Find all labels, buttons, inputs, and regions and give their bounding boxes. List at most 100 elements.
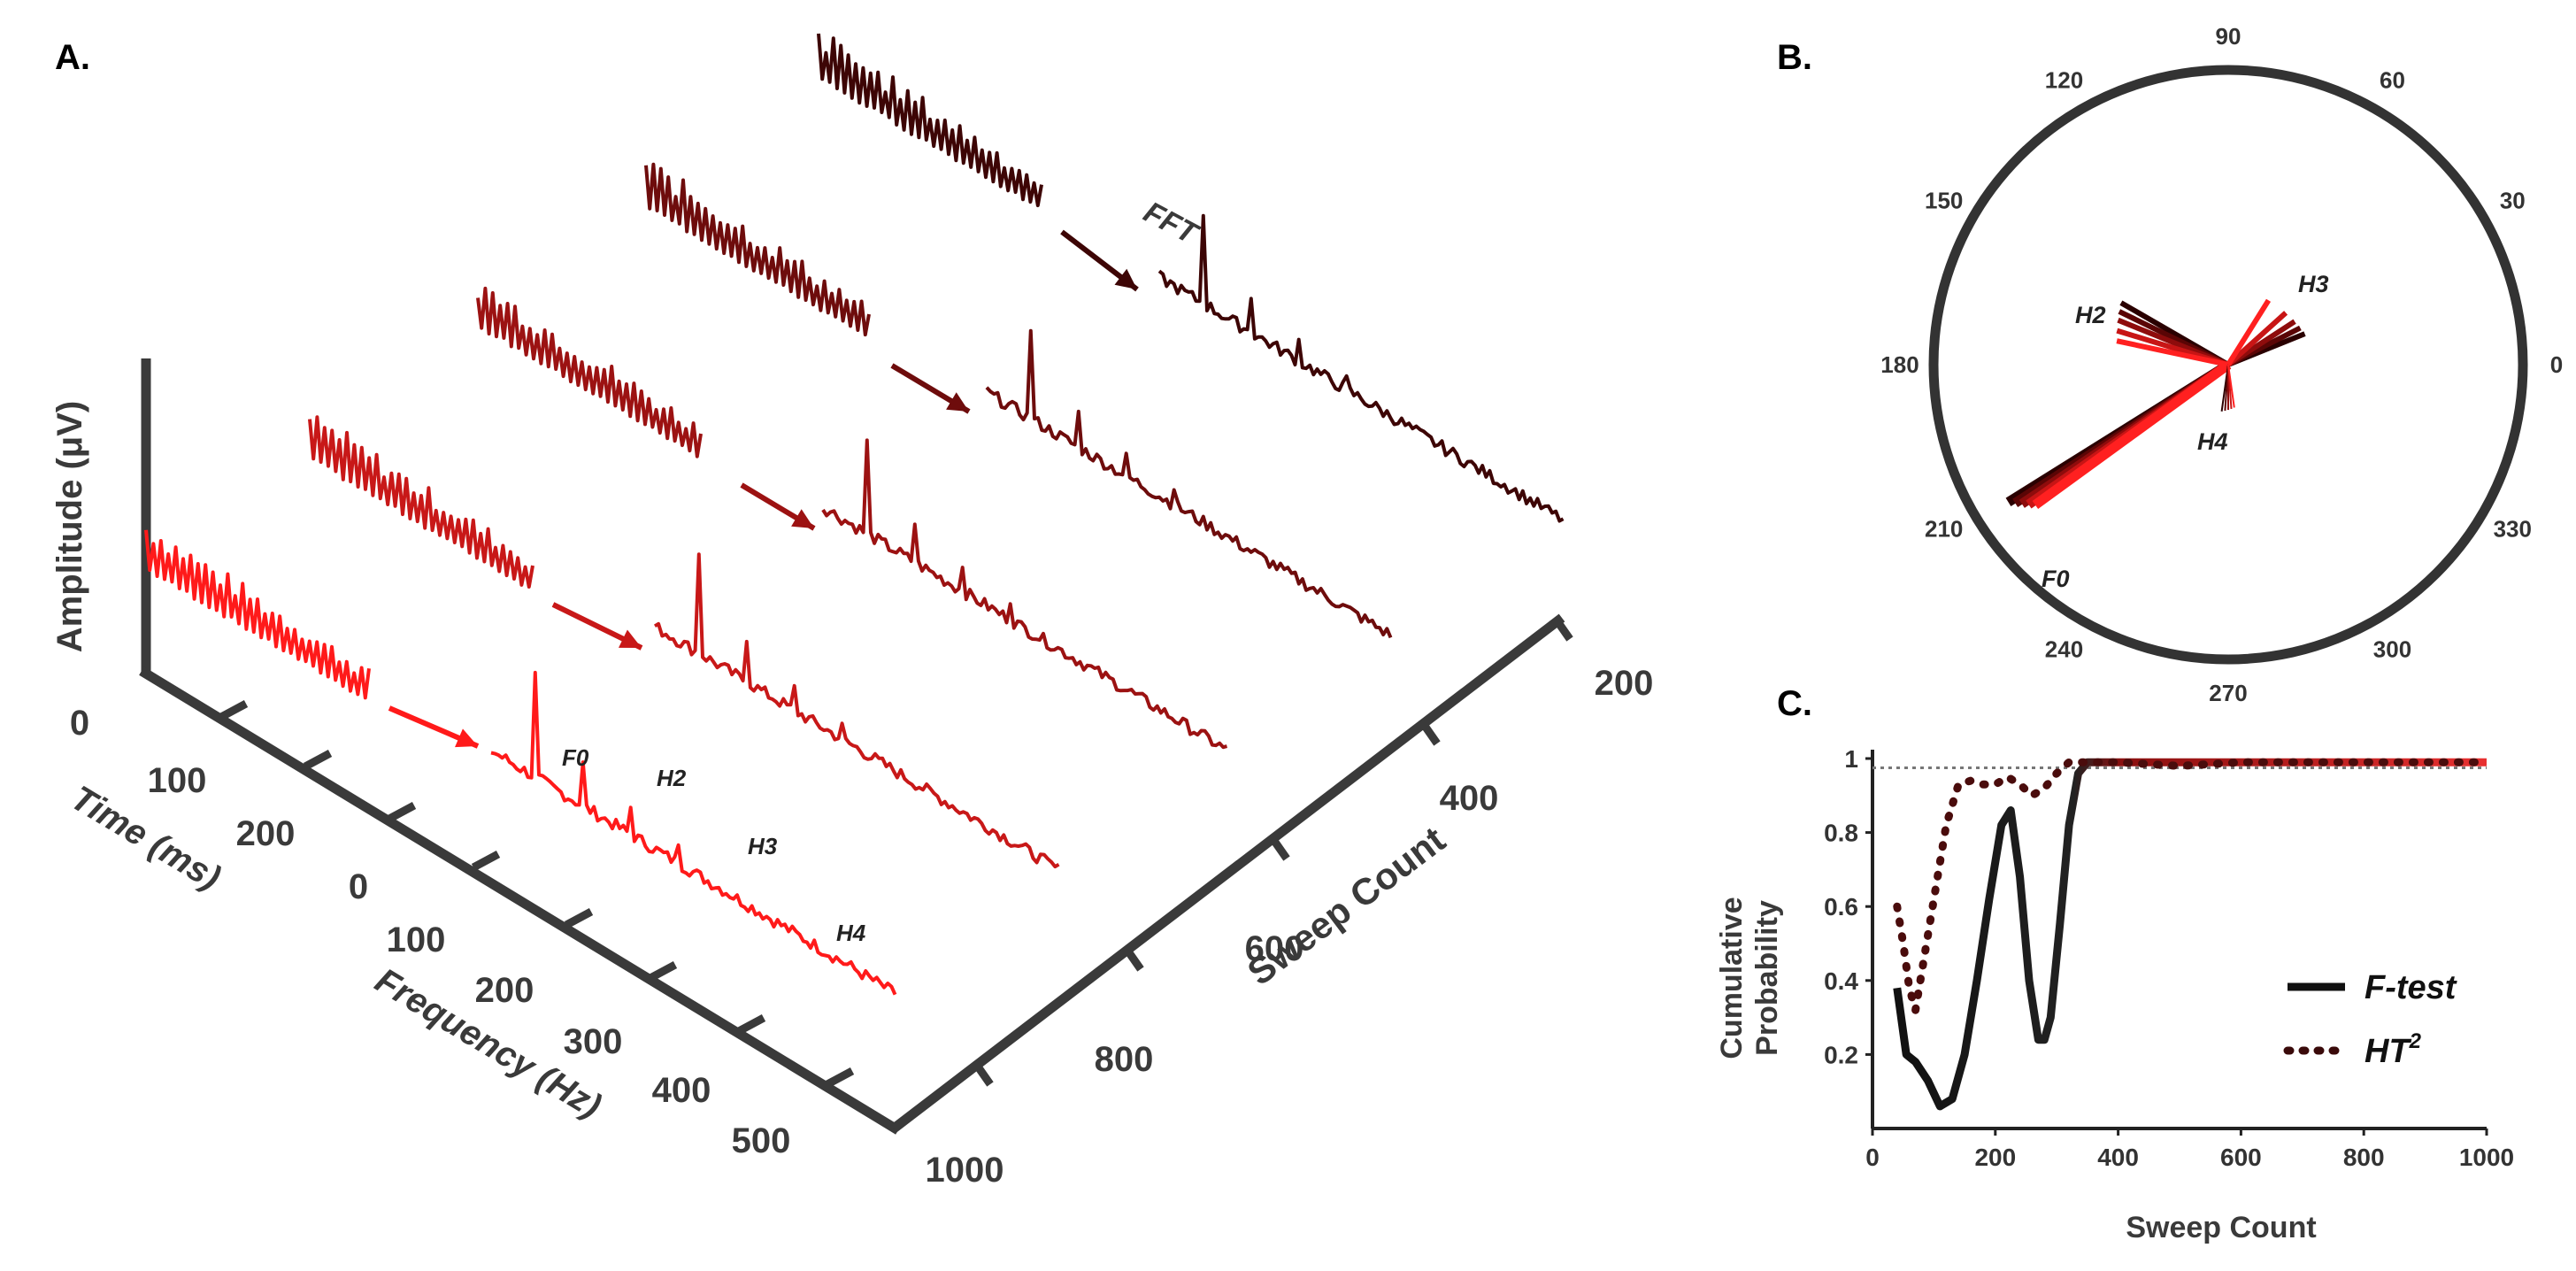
waveform-traces <box>144 33 1565 996</box>
f0-label: F0 <box>562 744 589 771</box>
polar-angle-label: 210 <box>1925 516 1963 543</box>
amplitude-label: Amplitude (μV) <box>50 401 89 652</box>
sweep-tick <box>1554 619 1573 642</box>
polar-h2-label: H2 <box>2075 302 2106 328</box>
polar-vector-H3 <box>2226 298 2272 366</box>
sweep-tick <box>1125 949 1144 972</box>
time-waveform-sweep-800 <box>308 415 534 589</box>
polar-vector-H2 <box>2116 338 2229 367</box>
legend-ftest-label: F-test <box>2365 969 2457 1006</box>
sweep-tick-label: 200 <box>1595 664 1654 703</box>
c-ylabel-line1: Cumulative <box>1715 897 1749 1059</box>
sweep-tick <box>974 1064 994 1087</box>
c-series <box>1893 758 2491 1111</box>
frequency-tick-label: 500 <box>732 1121 791 1160</box>
c-x-tick-label: 800 <box>2343 1144 2385 1171</box>
polar-angle-label: 300 <box>2373 636 2411 662</box>
panel-a-label: A. <box>55 38 90 77</box>
time-freq-tick <box>219 700 249 720</box>
frequency-tick-label: 300 <box>564 1022 623 1061</box>
fft-label: FFT <box>1138 196 1205 252</box>
frequency-tick-label: 400 <box>652 1071 711 1110</box>
time-freq-tick <box>303 750 333 770</box>
c-x-tick-label: 200 <box>1974 1144 2016 1171</box>
fft-arrow-head-sweep-400 <box>946 392 969 412</box>
h2-label: H2 <box>657 765 687 791</box>
frequency-axis <box>139 666 901 1135</box>
polar-angle-label: 0 <box>2550 351 2563 378</box>
legend-ht2-sup: 2 <box>2409 1029 2422 1053</box>
time-freq-tick <box>387 802 417 822</box>
fft-arrow-head-sweep-800 <box>619 629 642 648</box>
time-freq-tick <box>736 1014 766 1035</box>
spectrum-sweep-200 <box>1157 213 1565 523</box>
polar-angle-label: 180 <box>1880 351 1919 378</box>
polar-f0-label: F0 <box>2042 566 2070 592</box>
sweep-tick-label: 800 <box>1095 1040 1154 1079</box>
sweep-axis <box>890 613 1565 1133</box>
frequency-tick-label: 200 <box>475 971 534 1010</box>
panel-b: B. 0 30 60 90 120 150 180 210 240 270 300 330 F0 H2… <box>1777 23 2563 706</box>
spectrum-sweep-1000 <box>490 670 897 996</box>
time-freq-tick <box>825 1067 855 1088</box>
fft-arrow-head-sweep-1000 <box>455 728 478 748</box>
c-y-tick-label: 0.2 <box>1824 1041 1858 1068</box>
fft-arrow-head-sweep-600 <box>791 509 814 528</box>
sweep-tick-label: 400 <box>1440 779 1499 818</box>
c-xlabel: Sweep Count <box>2126 1211 2316 1244</box>
c-y-tick-label: 0.4 <box>1824 967 1858 995</box>
polar-angle-label: 90 <box>2216 23 2242 50</box>
spectrum-sweep-400 <box>985 328 1393 639</box>
c-y-tick-label: 0.8 <box>1824 820 1858 847</box>
time-freq-tick <box>471 851 501 871</box>
time-waveform-sweep-400 <box>644 162 871 337</box>
panel-c: C. Cumulative Probability Sweep Count 0.… <box>1715 684 2514 1244</box>
polar-vector-H3 <box>2226 311 2288 367</box>
fft-arrow-head-sweep-200 <box>1114 268 1137 289</box>
polar-vector-F0 <box>2032 360 2232 509</box>
legend-ht2-base: HT <box>2365 1033 2411 1070</box>
time-waveform-sweep-1000 <box>144 529 371 700</box>
polar-angle-label: 120 <box>2045 67 2083 94</box>
spectrum-sweep-600 <box>821 438 1228 750</box>
time-tick-label: 0 <box>70 704 89 743</box>
polar-circle <box>1928 65 2528 665</box>
c-x-tick-label: 400 <box>2097 1144 2139 1171</box>
frequency-tick-label: 0 <box>349 867 368 906</box>
c-y-tick-label: 0.6 <box>1824 893 1858 921</box>
polar-h3-label: H3 <box>2298 271 2329 297</box>
c-x-tick-label: 0 <box>1865 1144 1880 1171</box>
panel-a: A. Amplitude (μV) Time (ms) Frequency (H… <box>50 33 1654 1190</box>
polar-angle-label: 60 <box>2380 67 2405 94</box>
frequency-tick-label: 100 <box>387 921 446 959</box>
polar-angle-label: 330 <box>2494 516 2532 543</box>
panel-a-ticks <box>219 619 1573 1088</box>
series-HT2 <box>1893 758 2491 1012</box>
polar-h4-label: H4 <box>2197 428 2228 455</box>
panel-b-label: B. <box>1777 38 1812 77</box>
polar-angle-labels: 0 30 60 90 120 150 180 210 240 270 300 330 <box>1880 23 2563 706</box>
time-freq-tick <box>564 908 594 928</box>
h3-label: H3 <box>748 833 778 859</box>
sweep-tick <box>1421 723 1441 746</box>
time-tick-label: 100 <box>148 761 207 800</box>
c-axes: 0.2 0.4 0.6 0.8 1 0 200 400 600 800 1000 <box>1824 745 2514 1171</box>
polar-angle-label: 150 <box>1925 188 1963 214</box>
polar-angle-label: 240 <box>2045 636 2083 662</box>
polar-angle-label: 30 <box>2500 188 2526 214</box>
polar-vector-H4 <box>2227 364 2235 408</box>
time-freq-tick <box>648 961 678 982</box>
sweep-tick <box>1271 838 1290 861</box>
polar-vectors <box>2005 298 2306 509</box>
panel-c-label: C. <box>1777 684 1812 723</box>
spectrum-sweep-800 <box>653 552 1060 869</box>
c-y-tick-label: 1 <box>1844 745 1858 773</box>
c-x-tick-label: 1000 <box>2459 1144 2514 1171</box>
sweep-tick-label: 1000 <box>926 1151 1004 1190</box>
legend-ht2-label: HT2 <box>2365 1029 2422 1070</box>
time-tick-label: 200 <box>236 814 296 853</box>
series-F-test <box>1893 758 2487 1111</box>
time-waveform-sweep-600 <box>476 286 703 458</box>
h4-label: H4 <box>836 920 866 946</box>
